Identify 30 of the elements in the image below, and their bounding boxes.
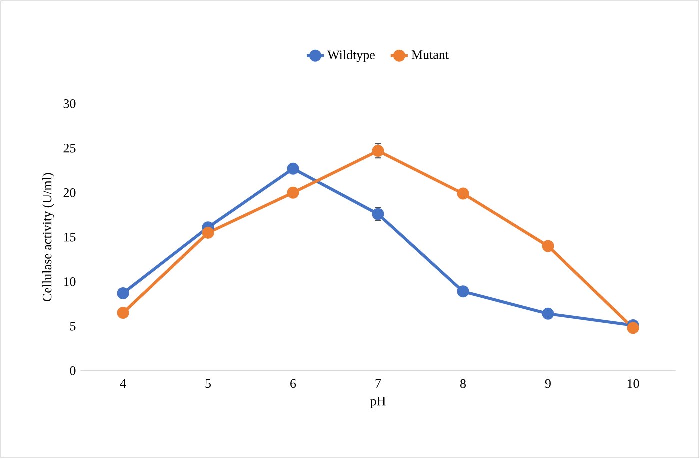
y-tick-label: 10 <box>64 278 76 286</box>
point <box>457 188 470 200</box>
y-tick-label: 0 <box>70 366 76 376</box>
x-tick-label: 10 <box>628 379 640 388</box>
y-tick-label: 15 <box>64 233 76 242</box>
y-tick-label: 20 <box>64 188 76 198</box>
y-tick-label: 5 <box>70 322 76 331</box>
point <box>542 308 554 320</box>
point <box>287 186 300 199</box>
y-axis-title: Cellulase activity (U/ml) <box>42 173 54 302</box>
y-tick-label: 30 <box>64 100 76 108</box>
point <box>542 240 554 252</box>
x-tick-label: 6 <box>290 379 296 388</box>
point <box>202 226 214 239</box>
legend-label: Wildtype <box>328 50 375 62</box>
x-axis-title: pH <box>370 397 386 408</box>
legend-label: Mutant <box>412 50 449 60</box>
x-tick-label: 5 <box>206 379 211 388</box>
point <box>287 162 300 175</box>
x-tick-label: 8 <box>460 379 466 388</box>
x-tick-label: 9 <box>545 379 551 388</box>
point <box>372 208 384 220</box>
x-tick-label: 4 <box>120 379 126 388</box>
point <box>117 287 130 300</box>
point <box>117 307 130 320</box>
y-tick-label: 25 <box>64 144 76 153</box>
x-tick-label: 7 <box>376 379 382 388</box>
point <box>372 145 384 158</box>
point <box>457 286 470 298</box>
point <box>627 322 640 334</box>
